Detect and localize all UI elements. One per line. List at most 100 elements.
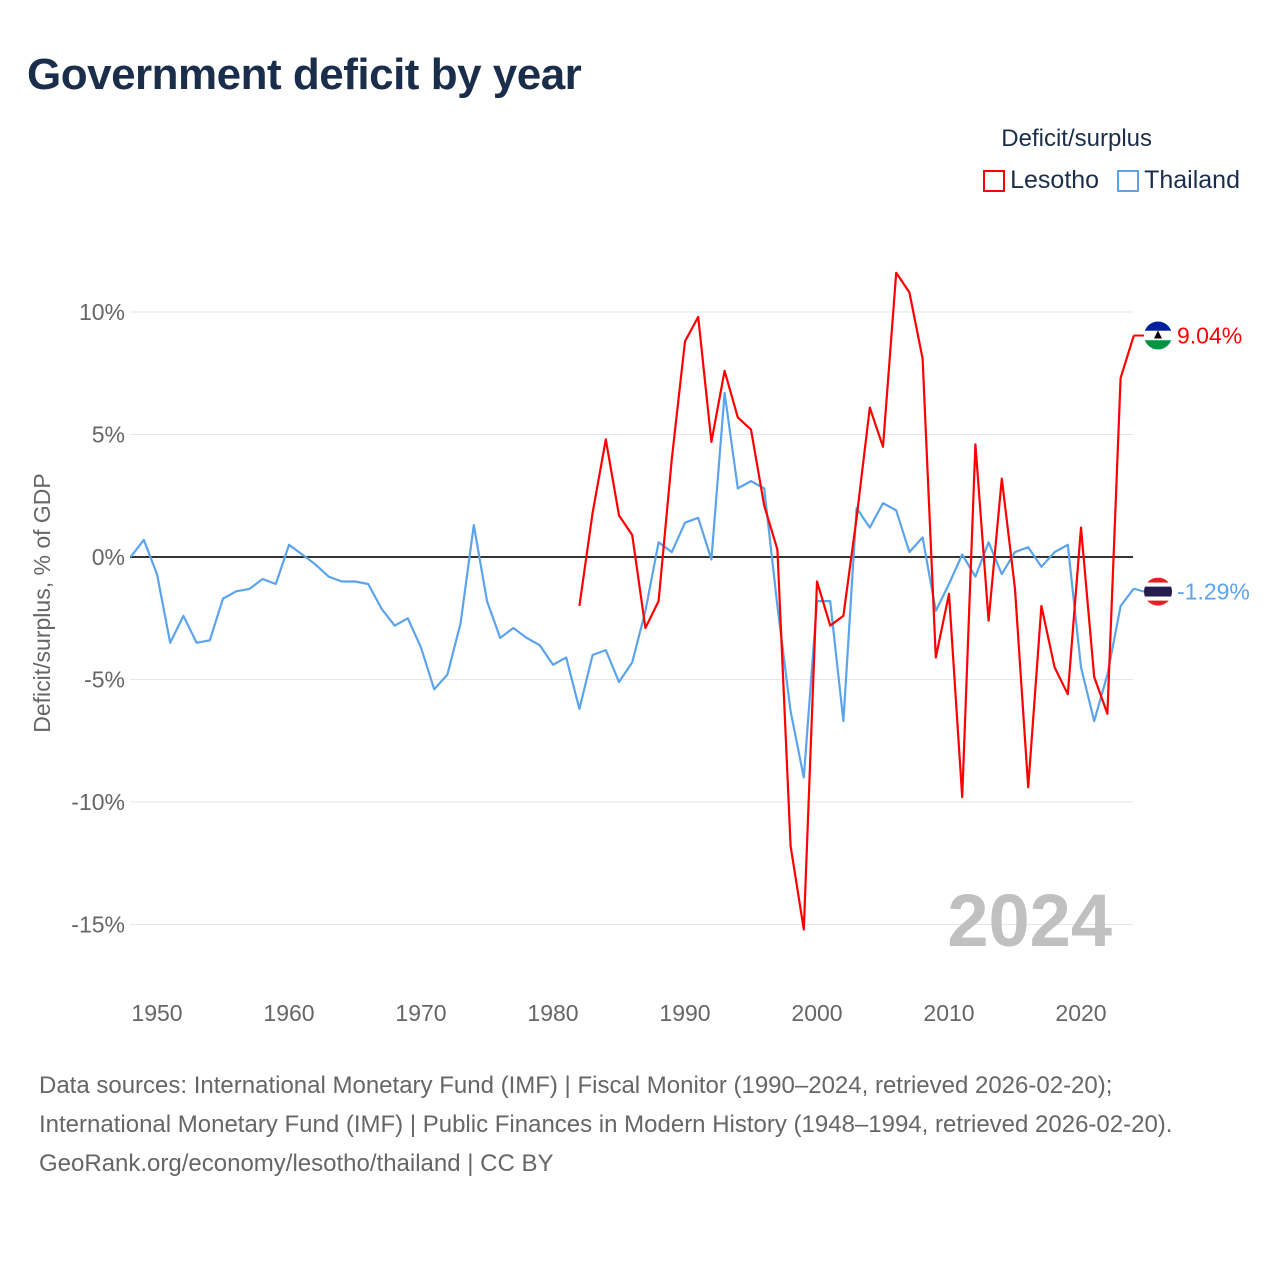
credit-link[interactable]: GeoRank.org/economy/lesotho/thailand | C… bbox=[39, 1150, 554, 1177]
data-point-thailand bbox=[722, 390, 728, 396]
legend: Lesotho Thailand bbox=[983, 166, 1240, 195]
data-point-thailand bbox=[286, 542, 292, 548]
data-point-thailand bbox=[497, 635, 503, 641]
data-point-lesotho bbox=[682, 338, 688, 344]
data-point-thailand bbox=[458, 620, 464, 626]
data-point-thailand bbox=[392, 623, 398, 629]
data-point-thailand bbox=[339, 579, 345, 585]
data-point-lesotho bbox=[1038, 603, 1044, 609]
data-point-lesotho bbox=[761, 503, 767, 509]
data-point-thailand bbox=[484, 598, 490, 604]
data-point-thailand bbox=[788, 708, 794, 714]
end-connector bbox=[1133, 587, 1145, 593]
y-tick-label: 10% bbox=[79, 299, 125, 325]
data-point-thailand bbox=[220, 596, 226, 602]
data-point-thailand bbox=[801, 775, 807, 781]
data-point-lesotho bbox=[840, 613, 846, 619]
data-point-thailand bbox=[972, 574, 978, 580]
flag-icon-lesotho bbox=[1144, 321, 1172, 350]
data-point-thailand bbox=[537, 642, 543, 648]
data-point-thailand bbox=[444, 672, 450, 678]
data-point-thailand bbox=[273, 581, 279, 587]
x-tick-label: 1970 bbox=[395, 1000, 446, 1026]
footer: Data sources: International Monetary Fun… bbox=[39, 1066, 1239, 1183]
data-point-thailand bbox=[1025, 544, 1031, 550]
y-tick-label: 0% bbox=[92, 544, 125, 570]
data-point-thailand bbox=[180, 613, 186, 619]
data-point-lesotho bbox=[774, 547, 780, 553]
data-point-thailand bbox=[471, 522, 477, 528]
data-point-thailand bbox=[629, 659, 635, 665]
data-point-thailand bbox=[576, 706, 582, 712]
data-point-lesotho bbox=[946, 591, 952, 597]
data-point-lesotho bbox=[642, 625, 648, 631]
y-tick-label: -15% bbox=[71, 912, 125, 938]
data-point-thailand bbox=[1038, 564, 1044, 570]
data-point-lesotho bbox=[722, 368, 728, 374]
legend-item-thailand[interactable]: Thailand bbox=[1117, 166, 1240, 195]
data-point-thailand bbox=[1118, 603, 1124, 609]
data-point-thailand bbox=[748, 478, 754, 484]
data-point-lesotho bbox=[854, 515, 860, 521]
data-point-lesotho bbox=[880, 444, 886, 450]
data-point-thailand bbox=[365, 581, 371, 587]
data-point-lesotho bbox=[986, 618, 992, 624]
legend-item-lesotho[interactable]: Lesotho bbox=[983, 166, 1099, 195]
data-point-lesotho bbox=[1091, 674, 1097, 680]
data-point-thailand bbox=[128, 554, 134, 560]
data-point-thailand bbox=[590, 652, 596, 658]
data-point-lesotho bbox=[1052, 664, 1058, 670]
data-point-thailand bbox=[669, 549, 675, 555]
data-point-lesotho bbox=[933, 654, 939, 660]
chart-title: Government deficit by year bbox=[27, 50, 582, 99]
data-point-thailand bbox=[563, 654, 569, 660]
data-point-thailand bbox=[986, 539, 992, 545]
data-point-lesotho bbox=[1078, 525, 1084, 531]
y-axis-label: Deficit/surplus, % of GDP bbox=[29, 473, 55, 732]
line-chart: 10% 5% 0% -5% -10% -15% 1950 1960 1970 1980 1990 20… bbox=[29, 270, 1250, 1026]
data-point-thailand bbox=[510, 625, 516, 631]
year-watermark: 2024 bbox=[947, 879, 1112, 962]
end-value-label: -1.29% bbox=[1177, 579, 1250, 605]
data-point-thailand bbox=[431, 686, 437, 692]
legend-swatch-lesotho bbox=[983, 169, 1006, 192]
data-point-thailand bbox=[1091, 718, 1097, 724]
series-line-lesotho bbox=[578, 271, 1135, 931]
data-point-lesotho bbox=[656, 598, 662, 604]
data-point-lesotho bbox=[827, 623, 833, 629]
legend-title: Deficit/surplus bbox=[1001, 125, 1152, 152]
data-point-thailand bbox=[524, 635, 530, 641]
data-point-lesotho bbox=[1104, 711, 1110, 717]
data-point-lesotho bbox=[735, 414, 741, 420]
data-point-thailand bbox=[233, 588, 239, 594]
data-point-thailand bbox=[656, 539, 662, 545]
data-point-thailand bbox=[893, 507, 899, 513]
data-point-thailand bbox=[378, 605, 384, 611]
data-point-thailand bbox=[708, 556, 714, 562]
data-sources: Data sources: International Monetary Fun… bbox=[39, 1072, 1173, 1138]
data-point-thailand bbox=[260, 576, 266, 582]
data-point-thailand bbox=[840, 718, 846, 724]
data-point-lesotho bbox=[1065, 691, 1071, 697]
data-point-lesotho bbox=[603, 436, 609, 442]
data-point-lesotho bbox=[906, 289, 912, 295]
data-point-lesotho bbox=[867, 405, 873, 411]
data-point-thailand bbox=[550, 662, 556, 668]
flag-icon-thailand bbox=[1144, 577, 1172, 606]
data-point-thailand bbox=[299, 552, 305, 558]
data-point-lesotho bbox=[616, 512, 622, 518]
x-tick-label: 1980 bbox=[527, 1000, 578, 1026]
data-point-thailand bbox=[326, 574, 332, 580]
data-point-lesotho bbox=[893, 270, 899, 276]
data-point-lesotho bbox=[1012, 586, 1018, 592]
data-point-thailand bbox=[418, 645, 424, 651]
data-point-thailand bbox=[880, 500, 886, 506]
data-point-lesotho bbox=[1025, 784, 1031, 790]
x-tick-label: 2020 bbox=[1055, 1000, 1106, 1026]
data-point-thailand bbox=[1078, 664, 1084, 670]
data-point-thailand bbox=[999, 571, 1005, 577]
data-point-thailand bbox=[1052, 549, 1058, 555]
data-point-thailand bbox=[1065, 542, 1071, 548]
data-point-lesotho bbox=[999, 476, 1005, 482]
legend-label: Thailand bbox=[1144, 166, 1240, 194]
